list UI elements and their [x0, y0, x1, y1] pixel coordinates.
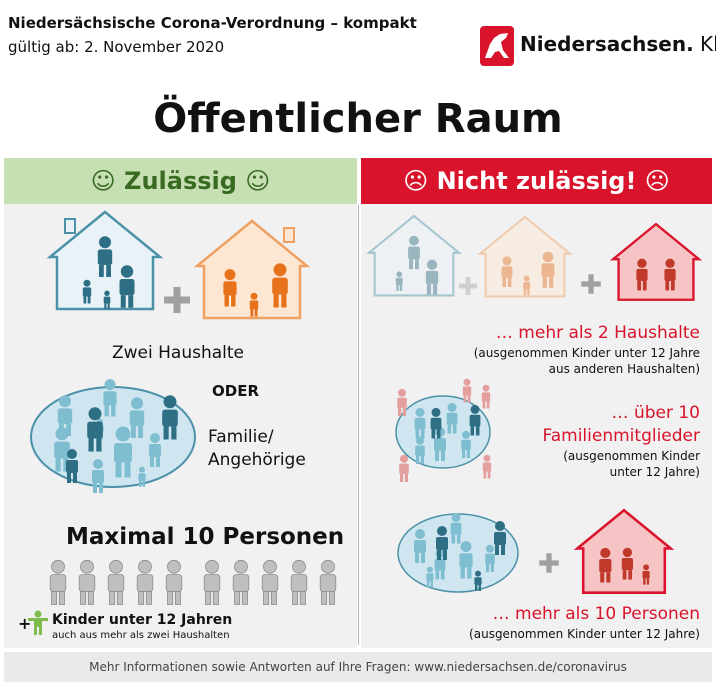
- house-teal-icon: [48, 210, 162, 311]
- brand-name: Niedersachsen. Klar.: [520, 32, 716, 56]
- family-too-large-icon: [395, 378, 492, 482]
- header-title: Niedersächsische Corona-Verordnung – kom…: [8, 14, 417, 32]
- more-persons-label: … mehr als 10 Personen: [492, 604, 700, 624]
- forbidden-band: ☹ Nicht zulässig! ☹: [361, 158, 712, 204]
- plus-sign: +: [18, 614, 32, 633]
- more-households-label: … mehr als 2 Haushalte: [495, 323, 700, 343]
- house-red-icon: [611, 222, 701, 301]
- plus-faded-icon: [458, 276, 478, 296]
- allowed-band: ☺ Zulässig ☺: [4, 158, 357, 204]
- panel-divider: [357, 158, 361, 648]
- plus-icon-right-2: [539, 553, 559, 573]
- family-sub2: unter 12 Jahre): [609, 465, 700, 479]
- house-orange-icon: [195, 219, 309, 320]
- family-over-label: … über 10: [611, 403, 700, 423]
- children-label: Kinder unter 12 Jahren: [52, 612, 233, 628]
- group-plus-household-icon: [397, 512, 519, 593]
- house-teal-faded-icon: [367, 214, 461, 297]
- panel-divider-line: [358, 205, 359, 645]
- two-households-label: Zwei Haushalte: [112, 343, 245, 363]
- more-households-sub1: (ausgenommen Kinder unter 12 Jahre: [473, 346, 700, 360]
- family-label-2: Angehörige: [208, 450, 306, 470]
- ten-persons-icon: [49, 559, 337, 606]
- plus-icon: [164, 287, 190, 313]
- more-persons-sub: (ausgenommen Kinder unter 12 Jahre): [469, 627, 700, 641]
- family-members-label: Familienmitglieder: [542, 426, 700, 446]
- family-label: Familie/: [208, 427, 274, 447]
- max-persons-label: Maximal 10 Personen: [66, 524, 345, 550]
- oder-label: ODER: [212, 382, 259, 400]
- children-sub-label: auch aus mehr als zwei Haushalten: [52, 630, 230, 641]
- header-valid-date: gültig ab: 2. November 2020: [8, 38, 225, 56]
- house-orange-faded-icon: [478, 215, 572, 298]
- family-sub1: (ausgenommen Kinder: [563, 449, 700, 463]
- footer-info: Mehr Informationen sowie Antworten auf I…: [4, 652, 712, 682]
- plus-icon-right: [581, 274, 601, 294]
- horse-crest-icon: [480, 26, 514, 66]
- house-red-icon-2: [575, 508, 673, 594]
- page-title: Öffentlicher Raum: [153, 96, 563, 142]
- more-households-sub2: aus anderen Haushalten): [548, 362, 700, 376]
- child-icon: [28, 610, 48, 635]
- family-group-icon: [30, 379, 196, 493]
